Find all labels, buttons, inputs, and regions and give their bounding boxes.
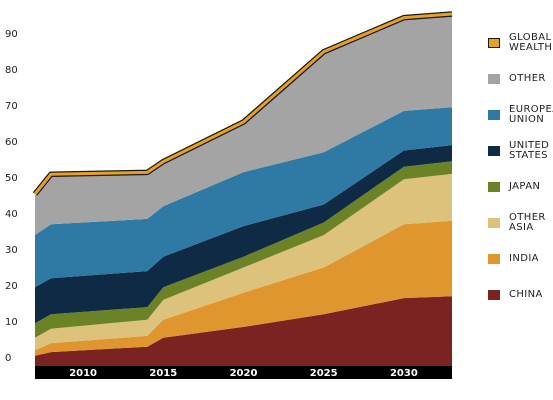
x-tick-label: 2030 bbox=[390, 368, 418, 379]
legend-swatch bbox=[488, 146, 500, 156]
legend-label: JAPAN bbox=[509, 181, 541, 192]
legend-item-global-wealth: GLOBAL WEALTH bbox=[488, 33, 553, 53]
legend-swatch bbox=[488, 74, 500, 84]
area-other bbox=[35, 15, 452, 236]
legend-swatch bbox=[488, 218, 500, 228]
total-line-layer bbox=[32, 11, 453, 196]
legend-swatch bbox=[488, 254, 500, 264]
legend-swatch bbox=[488, 110, 500, 120]
area-japan bbox=[35, 161, 452, 338]
area-european-union bbox=[35, 107, 452, 288]
y-tick-label: 50 bbox=[5, 173, 18, 184]
area-other-asia bbox=[35, 173, 452, 351]
y-tick-label: 70 bbox=[5, 101, 18, 112]
area-layers bbox=[35, 15, 452, 372]
y-axis: 0 10 20 30 40 50 60 70 80 90 bbox=[5, 29, 18, 364]
legend-label: GLOBAL WEALTH bbox=[509, 32, 553, 53]
legend-swatch bbox=[488, 38, 500, 48]
legend-label: OTHER ASIA bbox=[509, 212, 546, 233]
legend-label: CHINA bbox=[509, 289, 543, 300]
legend-item-other: OTHER bbox=[488, 74, 553, 84]
y-tick-label: 60 bbox=[5, 137, 18, 148]
legend-item-china: CHINA bbox=[488, 290, 553, 300]
y-tick-label: 30 bbox=[5, 245, 18, 256]
x-axis-bar bbox=[35, 366, 452, 379]
area-china bbox=[35, 296, 452, 372]
y-tick-label: 0 bbox=[5, 353, 11, 364]
legend-item-india: INDIA bbox=[488, 254, 553, 264]
y-tick-label: 10 bbox=[5, 317, 18, 328]
legend-item-other-asia: OTHER ASIA bbox=[488, 213, 553, 233]
x-tick-label: 2010 bbox=[69, 368, 97, 379]
legend-label: UNITED STATES bbox=[509, 140, 550, 161]
legend-label: OTHER bbox=[509, 73, 546, 84]
legend-item-japan: JAPAN bbox=[488, 182, 553, 192]
total-line bbox=[33, 12, 453, 195]
legend-item-united-states: UNITED STATES bbox=[488, 141, 553, 161]
legend-item-european-union: EUROPEAN UNION bbox=[488, 105, 553, 125]
legend-swatch bbox=[488, 290, 500, 300]
legend-label: EUROPEAN UNION bbox=[509, 104, 553, 125]
y-tick-label: 80 bbox=[5, 65, 18, 76]
y-tick-label: 20 bbox=[5, 281, 18, 292]
area-united-states bbox=[35, 145, 452, 324]
legend-swatch bbox=[488, 182, 500, 192]
x-tick-label: 2020 bbox=[230, 368, 258, 379]
area-india bbox=[35, 220, 452, 356]
y-tick-label: 40 bbox=[5, 209, 18, 220]
x-axis: 2010 2015 2020 2025 2030 bbox=[69, 368, 418, 379]
legend-label: INDIA bbox=[509, 253, 539, 264]
x-tick-label: 2025 bbox=[310, 368, 338, 379]
y-tick-label: 90 bbox=[5, 29, 18, 40]
x-tick-label: 2015 bbox=[149, 368, 177, 379]
